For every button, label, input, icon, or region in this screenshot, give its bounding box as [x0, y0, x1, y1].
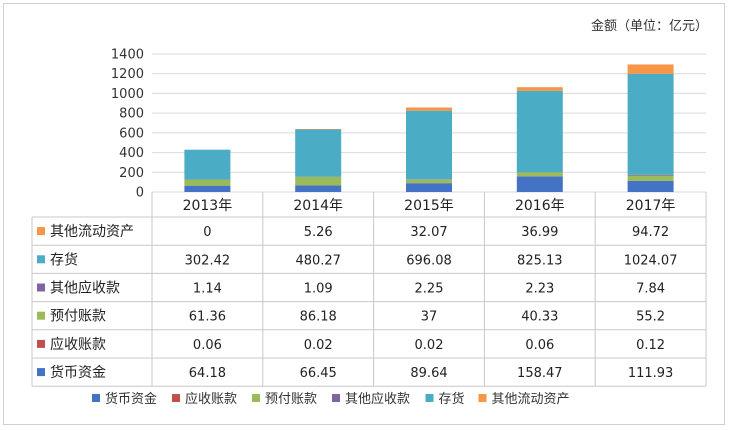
row-legend-key — [37, 339, 45, 348]
legend-key — [252, 394, 260, 402]
data-label: 66.45 — [300, 366, 337, 381]
legend-key — [172, 394, 180, 402]
data-label: 5.26 — [304, 225, 333, 240]
data-label: 7.84 — [636, 282, 665, 297]
legend-label: 应收账款 — [185, 391, 237, 407]
legend-label: 其他应收款 — [345, 391, 410, 407]
bar-segment — [295, 176, 342, 186]
legend-label: 预付账款 — [265, 392, 317, 407]
data-label: 158.47 — [517, 366, 563, 381]
legend-key — [332, 394, 340, 402]
y-tick-label: 1200 — [111, 67, 144, 82]
data-label: 302.42 — [185, 253, 231, 268]
bar-segment — [627, 174, 674, 176]
data-label: 61.36 — [189, 310, 226, 325]
data-label: 89.64 — [410, 366, 447, 381]
bar-segment — [184, 149, 231, 180]
data-label: 2.25 — [415, 282, 444, 297]
category-label: 2016年 — [515, 198, 565, 214]
category-label: 2014年 — [293, 198, 343, 214]
data-label: 1024.07 — [624, 253, 678, 268]
row-legend-key — [37, 255, 45, 264]
data-label: 480.27 — [295, 253, 341, 268]
y-tick-label: 1000 — [111, 87, 144, 102]
bar-segment — [295, 185, 342, 192]
unit-label: 金额（单位：亿元） — [591, 18, 708, 34]
data-label: 94.72 — [632, 225, 669, 240]
category-label: 2013年 — [183, 198, 233, 214]
data-label: 55.2 — [636, 310, 665, 325]
bar-segment — [516, 172, 563, 177]
row-label: 存货 — [50, 251, 78, 268]
legend: 货币资金 应收账款 预付账款 其他应收款 存货 其他流动资产 — [92, 391, 570, 407]
y-tick-label: 800 — [119, 107, 144, 122]
bars — [184, 64, 674, 192]
legend-label: 存货 — [439, 391, 465, 407]
y-tick-label: 600 — [119, 126, 144, 141]
data-label: 36.99 — [521, 225, 558, 240]
data-label: 2.23 — [525, 282, 554, 297]
bar-segment — [627, 73, 674, 175]
y-tick-label: 1400 — [111, 48, 144, 63]
row-legend-key — [37, 283, 45, 292]
row-legend-key — [37, 227, 45, 236]
data-label: 0.06 — [193, 338, 222, 353]
bar-segment — [516, 87, 563, 91]
bar-segment — [295, 129, 342, 177]
data-label: 86.18 — [300, 310, 337, 325]
legend-key — [92, 394, 100, 402]
bar-segment — [406, 183, 452, 192]
data-label: 1.09 — [304, 282, 333, 297]
legend-key — [425, 394, 434, 402]
bar-segment — [295, 128, 342, 130]
data-label: 0.12 — [636, 338, 665, 353]
bar-segment — [406, 179, 452, 184]
y-tick-label: 400 — [119, 146, 144, 161]
bar-segment — [627, 180, 674, 192]
legend-label: 其他流动资产 — [492, 392, 570, 407]
data-label: 0.02 — [304, 338, 333, 353]
bar-segment — [516, 90, 563, 173]
bar-segment — [627, 64, 674, 74]
data-label: 64.18 — [189, 366, 226, 381]
bar-segment — [627, 175, 674, 181]
row-label: 其他应收款 — [50, 280, 120, 297]
data-label: 0.06 — [525, 338, 554, 353]
y-tick-label: 200 — [119, 166, 144, 181]
data-label: 32.07 — [410, 225, 447, 240]
data-label: 37 — [421, 310, 438, 325]
row-label: 货币资金 — [50, 364, 106, 381]
data-label: 0 — [203, 225, 211, 240]
data-label: 111.93 — [628, 366, 674, 381]
data-label: 696.08 — [406, 253, 452, 268]
bar-segment — [406, 110, 452, 180]
data-label: 825.13 — [517, 253, 563, 268]
data-label: 0.02 — [415, 338, 444, 353]
legend-key — [478, 394, 487, 402]
y-tick-label: 0 — [136, 186, 144, 201]
bar-segment — [406, 107, 452, 111]
bar-segment — [184, 185, 231, 192]
bar-segment — [516, 176, 563, 192]
y-axis-ticks: 0 200 400 600 800 1000 1200 1400 — [111, 48, 144, 201]
category-label: 2015年 — [404, 198, 454, 214]
row-label: 应收账款 — [50, 336, 106, 353]
data-label: 40.33 — [521, 310, 558, 325]
row-legend-key — [37, 368, 45, 377]
data-label: 1.14 — [193, 282, 222, 297]
legend-label: 货币资金 — [105, 391, 157, 407]
row-label: 预付账款 — [50, 309, 106, 325]
row-label: 其他流动资产 — [50, 224, 134, 240]
category-label: 2017年 — [626, 198, 676, 214]
row-legend-key — [37, 311, 45, 320]
bar-segment — [184, 179, 231, 186]
